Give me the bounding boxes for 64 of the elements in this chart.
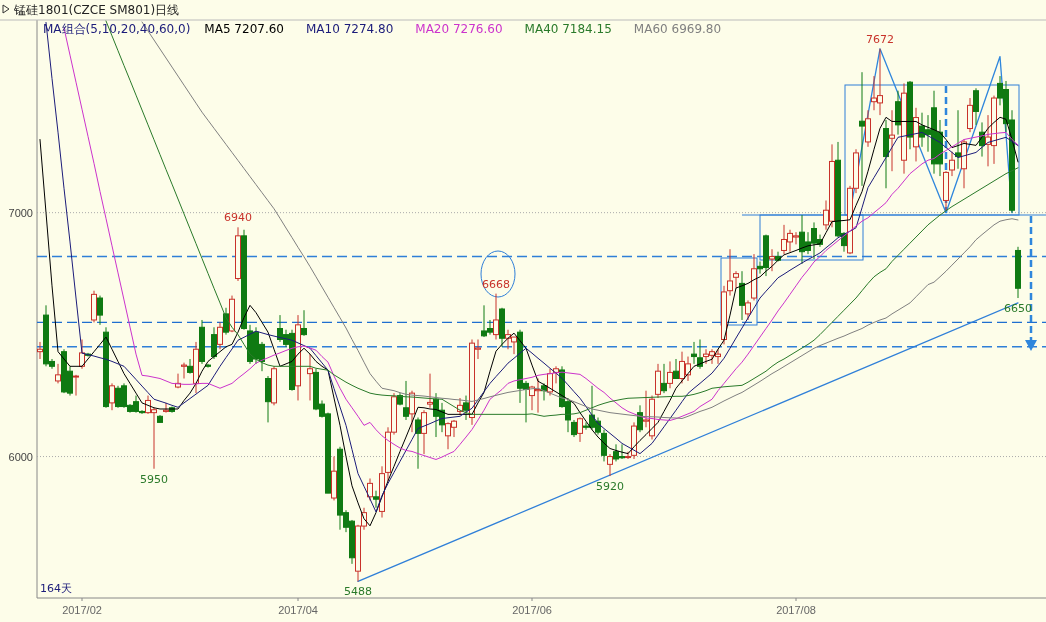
- annotation: 6940: [224, 211, 252, 225]
- candlestick: [967, 97, 973, 133]
- candlestick: [37, 341, 43, 360]
- annotation: 6650: [1004, 302, 1032, 316]
- candlestick: [859, 71, 865, 187]
- candlestick: [373, 490, 379, 509]
- candlestick: [625, 451, 631, 460]
- annotation: 164天: [40, 582, 72, 595]
- y-tick-label: 7000: [8, 206, 33, 219]
- candlestick: [949, 151, 955, 177]
- candlestick: [865, 109, 871, 148]
- candlestick: [601, 429, 607, 462]
- candlestick: [463, 395, 469, 421]
- legend-title: MA组合(5,10,20,40,60,0): [43, 22, 191, 36]
- candlestick: [769, 248, 775, 272]
- candlestick: [691, 341, 697, 365]
- candlestick: [973, 87, 979, 126]
- x-tick-label: 2017/04: [278, 603, 318, 616]
- candlestick: [889, 109, 895, 172]
- candlestick: [661, 363, 667, 394]
- candlestick: [223, 307, 229, 336]
- x-tick-label: 2017/02: [62, 603, 102, 616]
- candlestick: [415, 417, 421, 470]
- candlestick: [211, 326, 217, 360]
- candlestick: [493, 293, 499, 340]
- candlestick: [577, 417, 583, 443]
- annotation: 6668: [482, 277, 510, 291]
- x-tick-label: 2017/06: [512, 603, 552, 616]
- candlestick: [217, 321, 223, 350]
- candlestick: [667, 360, 673, 389]
- candlestick: [109, 382, 115, 411]
- candlestick: [607, 453, 613, 477]
- candlestick: [181, 362, 187, 380]
- annotation: 5488: [344, 585, 372, 599]
- text: MA10 7274.80: [306, 22, 394, 36]
- candlestick: [739, 270, 745, 321]
- candlestick: [427, 373, 433, 409]
- annotation: 5950: [140, 472, 168, 486]
- candlestick: [55, 363, 61, 384]
- candlestick: [97, 295, 103, 326]
- candlestick: [265, 375, 271, 423]
- candlestick: [733, 270, 739, 289]
- candlestick: [367, 478, 373, 501]
- candlestick: [307, 353, 313, 401]
- text: MA40 7184.15: [524, 22, 612, 36]
- chart-title: 锰硅1801(CZCE SM801)日线: [13, 3, 180, 17]
- text: MA5 7207.60: [204, 22, 284, 36]
- candlestick: [637, 404, 643, 433]
- candlestick: [673, 358, 679, 380]
- candlestick: [421, 409, 427, 455]
- text: MA20 7276.60: [415, 22, 503, 36]
- annotation: 5920: [596, 480, 624, 494]
- annotation: 7672: [866, 32, 894, 46]
- candlestick: [301, 309, 307, 337]
- x-tick-label: 2017/08: [776, 603, 816, 616]
- candlestick: [187, 358, 193, 375]
- candlestick: [403, 380, 409, 421]
- text: MA60 6969.80: [633, 22, 722, 36]
- y-tick-label: 6000: [8, 450, 33, 463]
- candlestick: [163, 402, 169, 414]
- candlestick: [895, 90, 901, 136]
- candlestick: [745, 299, 751, 321]
- candlestick: [655, 363, 661, 399]
- candlestick: [727, 248, 733, 297]
